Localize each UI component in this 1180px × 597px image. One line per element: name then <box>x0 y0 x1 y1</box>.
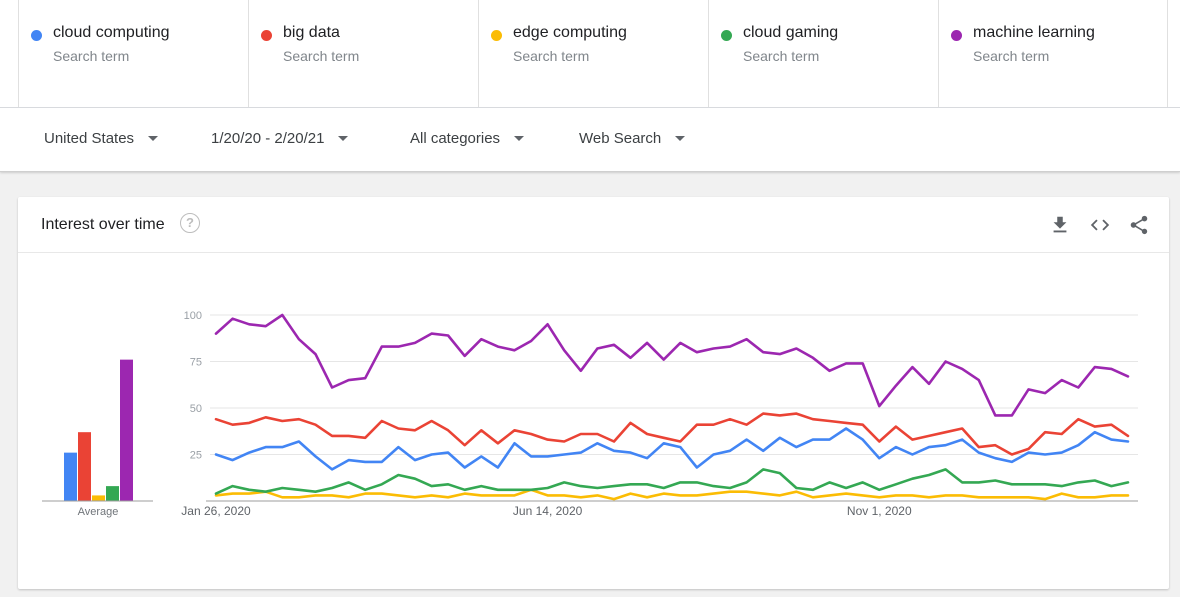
date-range-label: 1/20/20 - 2/20/21 <box>211 130 325 147</box>
average-bar <box>64 452 77 501</box>
term-subtitle: Search term <box>283 48 360 64</box>
average-bar <box>78 432 91 501</box>
caret-down-icon <box>675 136 686 141</box>
term-subtitle: Search term <box>973 48 1050 64</box>
term-name: big data <box>283 24 340 41</box>
average-bar <box>106 486 119 501</box>
x-tick-label: Nov 1, 2020 <box>847 504 912 518</box>
share-icon[interactable] <box>1128 214 1150 236</box>
interest-chart: 25 50 75 100 Average Jan 26, 2020 Jun 14, 2020… <box>42 310 1138 518</box>
term-name: edge computing <box>513 24 627 41</box>
term-color-dot <box>261 30 272 41</box>
term-color-dot <box>951 30 962 41</box>
category-label: All categories <box>410 130 501 147</box>
x-tick-label: Jan 26, 2020 <box>181 504 251 518</box>
y-tick-label: 25 <box>190 450 202 462</box>
region-dropdown[interactable]: United States <box>44 130 159 147</box>
download-icon[interactable] <box>1049 214 1071 236</box>
card-header: Interest over time ? <box>18 197 1169 253</box>
interest-over-time-card: Interest over time ? 25 50 75 100 Average Jan… <box>18 197 1169 589</box>
y-tick-label: 100 <box>184 310 202 322</box>
term-name: cloud computing <box>53 24 170 41</box>
caret-down-icon <box>148 136 159 141</box>
search-type-label: Web Search <box>579 130 662 147</box>
help-icon[interactable]: ? <box>180 213 200 233</box>
card-title: Interest over time <box>41 216 165 233</box>
average-bar <box>120 359 133 501</box>
search-type-dropdown[interactable]: Web Search <box>579 130 686 147</box>
date-range-dropdown[interactable]: 1/20/20 - 2/20/21 <box>211 130 349 147</box>
term-edge-computing[interactable]: edge computing Search term <box>478 0 708 107</box>
y-tick-label: 50 <box>190 403 202 415</box>
term-color-dot <box>491 30 502 41</box>
series-line <box>214 313 1130 417</box>
term-cloud-gaming[interactable]: cloud gaming Search term <box>708 0 938 107</box>
series-line <box>214 468 1130 495</box>
filter-bar: United States 1/20/20 - 2/20/21 All cate… <box>0 108 1180 172</box>
x-tick-label: Jun 14, 2020 <box>513 504 583 518</box>
term-cloud-computing[interactable]: cloud computing Search term <box>18 0 248 107</box>
series-line <box>214 488 1130 501</box>
term-machine-learning[interactable]: machine learning Search term <box>938 0 1168 107</box>
caret-down-icon <box>338 136 349 141</box>
series-line <box>214 427 1130 471</box>
term-color-dot <box>721 30 732 41</box>
average-label: Average <box>78 506 119 518</box>
average-bar <box>92 495 105 501</box>
term-name: cloud gaming <box>743 24 839 41</box>
term-color-dot <box>31 30 42 41</box>
embed-icon[interactable] <box>1089 214 1111 236</box>
term-big-data[interactable]: big data Search term <box>248 0 478 107</box>
search-terms-bar: cloud computing Search term big data Sea… <box>0 0 1180 108</box>
term-subtitle: Search term <box>513 48 590 64</box>
y-tick-label: 75 <box>190 357 202 369</box>
term-subtitle: Search term <box>743 48 820 64</box>
caret-down-icon <box>514 136 525 141</box>
category-dropdown[interactable]: All categories <box>410 130 525 147</box>
series-line <box>214 412 1130 456</box>
term-name: machine learning <box>973 24 1095 41</box>
region-label: United States <box>44 130 135 147</box>
term-subtitle: Search term <box>53 48 130 64</box>
